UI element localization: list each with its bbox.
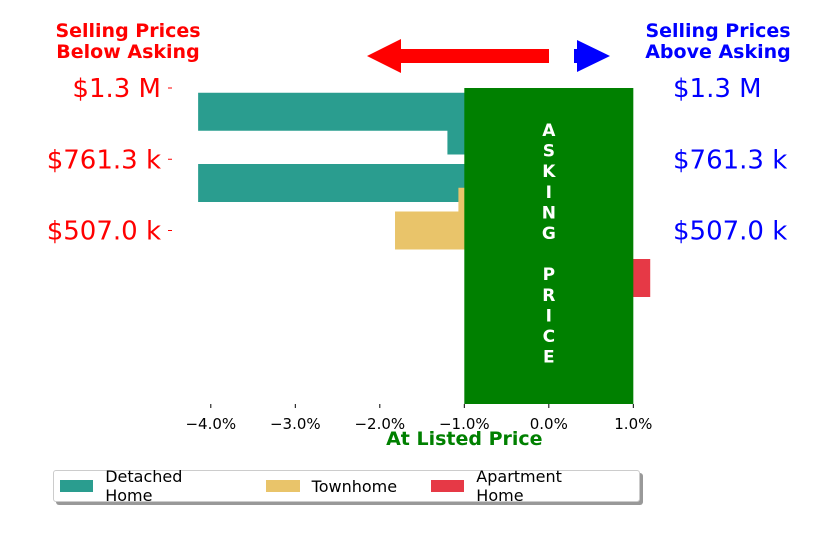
legend: Detached Home Townhome Apartment Home xyxy=(53,467,640,505)
legend-swatch-apartment xyxy=(431,480,465,492)
right-arrow-icon xyxy=(574,40,610,72)
legend-label-townhome: Townhome xyxy=(311,476,398,496)
x-tick-label: 1.0% xyxy=(614,415,652,433)
asking-price-letter: I xyxy=(546,306,552,326)
asking-price-letter: G xyxy=(542,224,556,244)
price-label-right: $761.3 k xyxy=(673,145,787,175)
x-tick-label: −4.0% xyxy=(185,415,236,433)
price-label-right: $1.3 M xyxy=(673,74,762,104)
header-above-asking: Selling Prices Above Asking xyxy=(618,21,818,63)
header-below-line2: Below Asking xyxy=(56,41,200,63)
price-label-right: $507.0 k xyxy=(673,217,787,247)
left-arrow-icon xyxy=(367,39,549,73)
price-label-left: $507.0 k xyxy=(47,217,161,247)
header-below-line1: Selling Prices xyxy=(55,20,201,42)
asking-price-letter: C xyxy=(543,327,555,347)
legend-item-apartment: Apartment Home xyxy=(431,467,611,505)
legend-item-townhome: Townhome xyxy=(265,476,398,496)
x-axis-label: At Listed Price xyxy=(386,428,542,450)
asking-price-letter: P xyxy=(543,265,555,285)
x-tick-label: −3.0% xyxy=(270,415,321,433)
legend-label-apartment: Apartment Home xyxy=(476,467,562,505)
legend-label-detached: Detached Home xyxy=(105,467,183,505)
legend-swatch-detached xyxy=(60,480,94,492)
legend-swatch-townhome xyxy=(265,480,300,492)
legend-item-detached: Detached Home xyxy=(60,467,232,505)
asking-price-letter: A xyxy=(542,121,556,141)
direction-arrows xyxy=(367,39,610,73)
asking-price-letter: R xyxy=(542,286,555,306)
asking-price-letter: K xyxy=(542,162,556,182)
x-tick-label: −1.0% xyxy=(439,415,490,433)
x-tick-label: −2.0% xyxy=(354,415,405,433)
header-above-line2: Above Asking xyxy=(645,41,791,63)
asking-price-box xyxy=(464,88,634,404)
asking-price-letter: I xyxy=(546,183,552,203)
header-above-line1: Selling Prices xyxy=(645,20,791,42)
asking-price-letter: E xyxy=(543,348,555,368)
asking-price-letter: N xyxy=(542,203,556,223)
price-labels: $1.3 M $1.3 M $761.3 k $761.3 k $507.0 k $507… xyxy=(47,74,788,247)
header-below-asking: Selling Prices Below Asking xyxy=(28,21,228,63)
price-label-left: $761.3 k xyxy=(47,145,161,175)
x-axis: −4.0% −3.0% −2.0% −1.0% 0.0% 1.0% At Listed Pr… xyxy=(185,404,652,450)
price-label-left: $1.3 M xyxy=(72,74,161,104)
asking-price-letter: S xyxy=(543,142,555,162)
x-tick-label: 0.0% xyxy=(530,415,568,433)
